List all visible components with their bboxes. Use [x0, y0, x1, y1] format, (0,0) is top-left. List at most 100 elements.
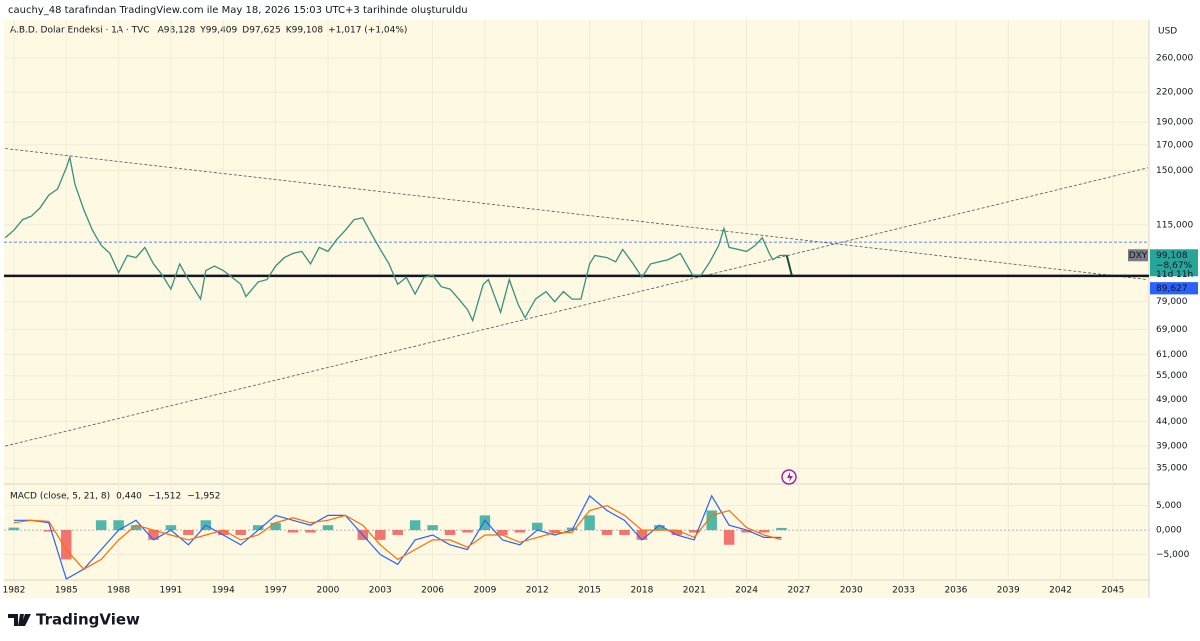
histogram-bar [375, 530, 386, 540]
y-tick-label: 150,000 [1156, 166, 1193, 176]
price-line [4, 154, 787, 323]
x-tick-label: 2000 [316, 586, 339, 596]
x-tick-label: 2018 [630, 586, 653, 596]
x-tick-label: 2042 [1049, 586, 1072, 596]
y-tick-label: 170,000 [1156, 140, 1193, 150]
histogram-bar [218, 530, 229, 535]
y-tick-label: 55,000 [1156, 371, 1188, 381]
x-tick-label: 2033 [892, 586, 915, 596]
histogram-bar [497, 530, 508, 535]
histogram-bar [444, 530, 456, 535]
y-tick-label: −5,000 [1156, 550, 1190, 560]
histogram-bar [322, 525, 334, 531]
y-tick-label: 260,000 [1156, 53, 1193, 63]
histogram-bar [270, 522, 281, 531]
x-tick-label: 1985 [55, 586, 78, 596]
y-tick-label: 39,000 [1156, 442, 1188, 452]
x-tick-label: 2045 [1101, 586, 1124, 596]
histogram-bar [549, 530, 560, 533]
ohlc-value: 98,128 [164, 26, 196, 36]
indicator-value: 0,440 [116, 492, 142, 502]
x-tick-label: 1997 [264, 586, 287, 596]
x-tick-label: 2030 [840, 586, 863, 596]
x-tick-label: 2021 [683, 586, 706, 596]
histogram-bar [671, 530, 683, 535]
histogram-bar [287, 530, 299, 533]
histogram-bar [392, 530, 403, 535]
histogram-bar [43, 530, 55, 532]
histogram-bar [654, 525, 665, 531]
symbol-legend: A.B.D. Dolar Endeksi · 1A · TVC A 98,128 Y… [10, 26, 407, 36]
attribution: cauchy_48 tarafından TradingView.com ile… [8, 5, 468, 16]
histogram-bar [619, 530, 630, 535]
x-tick-label: 2003 [369, 586, 392, 596]
y-tick-label: 5,000 [1156, 501, 1182, 511]
trendline [5, 148, 1148, 280]
x-tick-label: 2024 [735, 586, 758, 596]
x-tick-label: 2015 [578, 586, 601, 596]
x-tick-label: 2036 [944, 586, 967, 596]
histogram-bar [462, 530, 473, 533]
ohlc-key: K [286, 26, 293, 36]
price-tag: 89,627 [1156, 284, 1188, 294]
x-tick-label: 2027 [787, 586, 810, 596]
ohlc-key: A [158, 26, 165, 36]
indicator-value: −1,512 [148, 492, 181, 502]
macd-line [13, 504, 782, 570]
histogram-bar [95, 520, 107, 531]
ohlc-value: 99,409 [206, 26, 238, 36]
histogram-bar [706, 510, 717, 531]
price-change: −8,67% [1156, 261, 1193, 271]
x-tick-label: 1994 [212, 586, 235, 596]
last-price: 99,108 [1156, 251, 1188, 261]
trendline [785, 255, 793, 277]
currency: USD [1158, 27, 1177, 37]
price-tag-bg [1150, 282, 1198, 295]
x-tick-label: 2012 [526, 586, 549, 596]
y-tick-label: 44,000 [1156, 417, 1188, 427]
x-tick-label: 1991 [159, 586, 182, 596]
y-tick-label: 220,000 [1156, 88, 1193, 98]
histogram-bar [305, 530, 316, 533]
price-label-bg [1150, 249, 1198, 277]
ohlc-value: 99,108 [292, 26, 324, 36]
histogram-bar [130, 525, 142, 531]
y-tick-label: 49,000 [1156, 395, 1188, 405]
histogram-bar [427, 525, 438, 531]
histogram-bar [532, 522, 543, 531]
x-tick-label: 2006 [421, 586, 444, 596]
histogram-bar [165, 525, 177, 531]
trendline [5, 167, 1148, 447]
histogram-bar [636, 530, 648, 540]
symbol-tag-bg [1128, 249, 1148, 262]
x-tick-label: 1988 [107, 586, 130, 596]
event-icon[interactable] [781, 469, 797, 485]
plot-background [4, 20, 1149, 598]
y-tick-label: 190,000 [1156, 118, 1193, 128]
histogram-bar [235, 530, 246, 535]
countdown: 11d 11h [1156, 270, 1193, 280]
histogram-bar [8, 527, 20, 531]
histogram-bar [758, 530, 770, 533]
histogram-bar [479, 515, 491, 531]
ohlc-key: Y [199, 26, 206, 36]
x-tick-label: 2009 [473, 586, 496, 596]
histogram-bar [723, 530, 735, 545]
brand: TradingView [36, 611, 140, 629]
histogram-bar [252, 525, 264, 531]
histogram-bar [601, 530, 613, 535]
histogram-bar [61, 530, 72, 560]
y-tick-label: 61,000 [1156, 350, 1188, 360]
histogram-bar [183, 530, 194, 535]
indicator-value: −1,952 [187, 492, 220, 502]
event-icon-bolt [787, 472, 793, 482]
histogram-bar [776, 527, 787, 531]
y-tick-label: 115,000 [1156, 220, 1193, 230]
symbol-name: A.B.D. Dolar Endeksi · 1A · TVC [10, 26, 150, 36]
histogram-bar [741, 530, 752, 533]
y-tick-label: 69,000 [1156, 325, 1188, 335]
symbol-tag: DXY [1129, 251, 1148, 261]
histogram-bar [409, 520, 421, 531]
